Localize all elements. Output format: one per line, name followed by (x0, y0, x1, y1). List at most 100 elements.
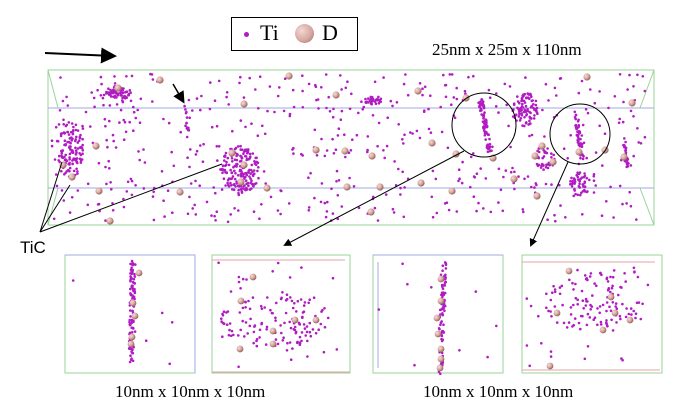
ti-atom (235, 180, 238, 183)
ti-atom (576, 298, 579, 302)
ti-atom (237, 188, 240, 192)
ti-atom (191, 207, 194, 210)
ti-atom (132, 277, 136, 281)
ti-atom (611, 301, 615, 304)
ti-atom (304, 334, 308, 337)
ti-atom (222, 177, 226, 180)
ti-atom (113, 82, 117, 85)
ti-atom (236, 184, 240, 188)
ti-atom (525, 344, 529, 347)
ti-atom (188, 165, 191, 169)
ti-atom (132, 110, 136, 114)
ti-atom (170, 321, 174, 324)
ti-atom (348, 107, 352, 111)
ti-atom (119, 92, 123, 95)
ti-atom (251, 174, 255, 178)
ti-atom (581, 314, 584, 318)
ti-atom (497, 201, 500, 204)
ti-atom (239, 328, 242, 332)
ti-atom (629, 204, 633, 208)
ti-atom (271, 311, 274, 315)
ti-atom (210, 125, 214, 129)
ti-atom (257, 166, 260, 169)
ti-atom (227, 183, 230, 187)
ti-atom (439, 313, 442, 316)
ti-atom (499, 188, 503, 192)
ti-atom (252, 210, 256, 213)
ti-atom (68, 163, 71, 166)
ti-atom (444, 263, 448, 267)
ti-atom (314, 331, 318, 335)
ti-atom (309, 334, 313, 338)
ti-atom (598, 311, 601, 315)
ti-atom (434, 177, 438, 181)
ti-atom (79, 133, 82, 137)
ti-atom (528, 97, 531, 100)
ti-atom (578, 186, 582, 189)
ti-atom (216, 159, 219, 162)
ti-atom (495, 324, 498, 328)
ti-atom (579, 142, 583, 145)
ti-atom (497, 167, 501, 171)
ti-atom (550, 183, 553, 186)
ti-atom (552, 153, 555, 157)
ti-atom (632, 154, 635, 158)
ti-atom (286, 341, 289, 345)
ti-atom (86, 182, 90, 186)
d-atom (128, 333, 136, 341)
ti-atom (130, 347, 133, 350)
ti-atom (81, 143, 84, 147)
ti-atom (584, 297, 588, 301)
ti-atom (385, 144, 389, 148)
ti-atom (142, 187, 146, 190)
ti-atom (581, 190, 585, 193)
ti-atom (215, 210, 219, 213)
ti-atom (487, 88, 491, 92)
ti-atom (588, 178, 591, 182)
d-legend-label: D (322, 20, 338, 45)
ti-atom (236, 162, 239, 166)
ti-atom (605, 319, 608, 322)
ti-atom (549, 310, 552, 313)
ti-atom (306, 339, 309, 343)
ti-atom (285, 349, 289, 352)
ti-atom (236, 174, 240, 177)
ti-atom (106, 145, 109, 149)
ti-atom (257, 107, 260, 110)
d-atom (611, 309, 619, 317)
ti-atom (581, 157, 585, 161)
ti-atom (330, 187, 333, 190)
ti-atom (486, 150, 490, 153)
ti-atom (283, 321, 286, 325)
ti-atom (594, 151, 598, 154)
ti-atom (485, 122, 488, 126)
direction-arrow (44, 47, 117, 64)
ti-atom (527, 92, 531, 96)
ti-atom (340, 88, 343, 91)
d-atom (228, 149, 236, 157)
ti-atom (315, 154, 319, 157)
ti-atom (478, 105, 481, 109)
ti-atom (566, 157, 569, 160)
ti-atom (129, 322, 132, 326)
ti-atom (129, 287, 132, 291)
ti-atom (406, 282, 409, 286)
d-atom (417, 179, 425, 187)
ti-atom (79, 145, 83, 149)
ti-atom (230, 157, 234, 160)
ti-atom (301, 106, 305, 109)
ti-atom (275, 301, 278, 305)
d-atom (114, 84, 122, 92)
ti-atom (514, 113, 518, 116)
ti-atom (71, 279, 75, 282)
ti-atom (636, 73, 639, 77)
sub-box-4 (521, 254, 663, 374)
ti-atom (315, 98, 318, 102)
ti-atom (620, 286, 623, 289)
ti-atom (441, 312, 444, 315)
ti-atom (629, 109, 633, 113)
ti-atom (62, 123, 65, 126)
ti-atom (636, 275, 640, 279)
ti-atom (579, 327, 582, 331)
d-atom (127, 340, 135, 348)
